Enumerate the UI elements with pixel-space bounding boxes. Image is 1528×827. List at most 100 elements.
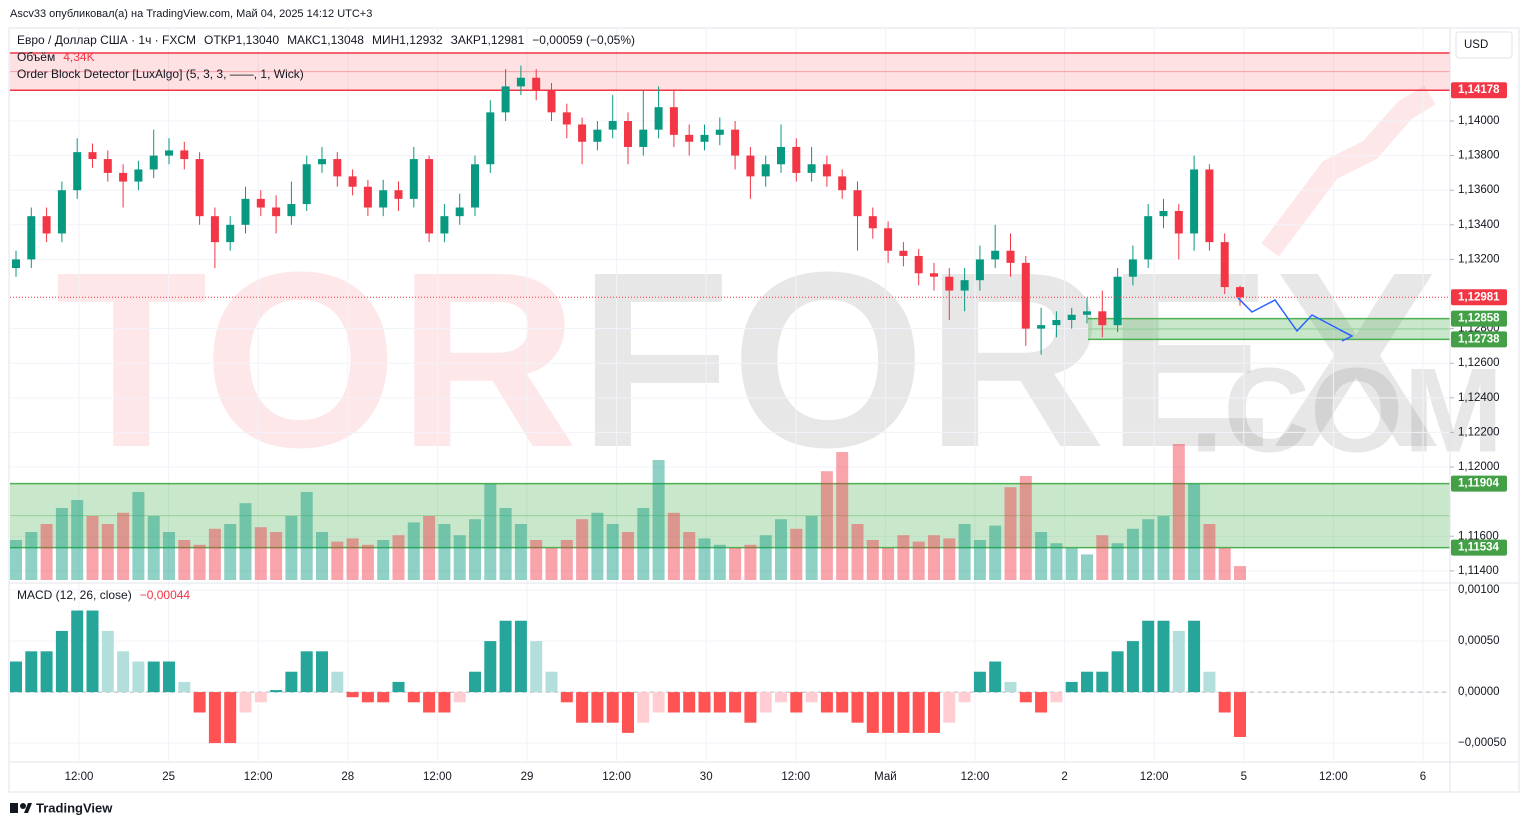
x-tick-label: 25 <box>162 771 175 783</box>
volume-bar <box>300 492 313 580</box>
volume-bar <box>637 508 650 580</box>
candle-body <box>42 216 51 234</box>
volume-bar <box>897 535 910 580</box>
volume-bar <box>943 538 956 580</box>
price-label-box <box>1451 331 1507 348</box>
macd-bar <box>392 681 405 693</box>
currency: USD <box>1464 39 1488 51</box>
volume-bar <box>147 516 160 580</box>
candle-body <box>731 129 740 156</box>
arrow-head <box>1339 329 1354 342</box>
macd-bar <box>438 692 451 713</box>
volume-bar <box>132 492 145 580</box>
macd-bar <box>606 692 619 723</box>
volume-bar <box>484 484 497 580</box>
price-label: 1,12858 <box>1458 313 1500 325</box>
ohlc: ОТКР1,13040 <box>204 33 279 47</box>
candle-body <box>241 198 250 225</box>
macd-bar <box>560 692 573 703</box>
candle-body <box>57 190 66 234</box>
candle-body <box>425 159 434 234</box>
macd-bar <box>514 620 527 693</box>
volume-bar <box>208 528 221 580</box>
candle-body <box>884 228 893 251</box>
volume-bar <box>423 516 436 580</box>
candle-body <box>1190 169 1199 234</box>
macd-bar <box>224 692 237 744</box>
candle-body <box>608 121 617 130</box>
y-tick-label: 1,14000 <box>1458 115 1500 127</box>
candle-body <box>853 190 862 217</box>
candle-body <box>1021 262 1030 329</box>
ohlc: МАКС1,13048 <box>287 33 364 47</box>
candle-body <box>27 216 36 260</box>
price-label-box <box>1451 82 1507 99</box>
x-tick-label: 6 <box>1420 771 1426 783</box>
candle-body <box>945 276 954 291</box>
macd-bar <box>1111 651 1124 693</box>
candle-body <box>1144 216 1153 260</box>
candle-body <box>685 134 694 142</box>
macd-bar <box>958 692 971 703</box>
macd-bar <box>101 630 114 693</box>
logo-part <box>10 803 18 813</box>
candle-body <box>516 77 525 87</box>
candle-body <box>195 159 204 217</box>
candle-body <box>975 259 984 281</box>
price-label-box <box>1451 475 1507 492</box>
volume-bar <box>193 544 206 580</box>
macd-bar <box>423 692 436 713</box>
volume-bar <box>1081 554 1093 580</box>
volume-bar <box>560 540 573 580</box>
volume-bar <box>71 500 84 580</box>
x-tick-label: Май <box>874 771 897 783</box>
y2-tick-label: −0,00050 <box>1458 737 1506 749</box>
price-label: 1,12738 <box>1458 333 1500 345</box>
candle-body <box>914 255 923 274</box>
y-tick-label: 1,12000 <box>1458 461 1500 473</box>
y-tick-label: 1,11600 <box>1458 530 1499 542</box>
macd-bar <box>820 692 833 713</box>
y-tick-label: 1,13800 <box>1458 150 1500 162</box>
volume-bar <box>1019 476 1032 580</box>
macd-bar <box>1172 630 1185 693</box>
logo-part <box>20 803 26 809</box>
price-label-box <box>1451 539 1507 556</box>
candle-body <box>272 207 281 217</box>
candle-body <box>822 164 831 177</box>
candle-body <box>1052 319 1061 326</box>
candle-body <box>868 216 877 229</box>
candle-body <box>654 107 663 130</box>
forecast-arrow <box>1237 297 1351 336</box>
volume-bar <box>101 524 114 580</box>
candle-body <box>440 216 449 234</box>
volume-bar <box>453 535 466 580</box>
volume-bar <box>270 532 283 580</box>
volume-bar <box>239 503 252 580</box>
change: −0,00059 (−0,05%) <box>532 33 635 47</box>
volume-bar <box>576 519 589 580</box>
candle-body <box>1037 325 1046 329</box>
volume-bar <box>713 544 726 580</box>
candle-body <box>1236 287 1244 298</box>
macd-bar <box>254 692 267 703</box>
volume-bar <box>652 460 665 580</box>
currency-box[interactable] <box>1455 31 1513 59</box>
volume-bar <box>545 548 558 580</box>
volume-bar <box>285 516 298 580</box>
x-tick-label: 12:00 <box>1319 771 1348 783</box>
indicator: Order Block Detector [LuxAlgo] (5, 3, 3,… <box>17 67 304 81</box>
candle-body <box>119 172 128 182</box>
candle-body <box>669 107 678 135</box>
macd-bar <box>897 692 910 733</box>
volume-bar <box>882 548 895 580</box>
volume-bar <box>851 524 864 580</box>
macd-bar <box>40 651 53 693</box>
y-tick-label: 1,13200 <box>1458 253 1500 265</box>
macd-bar <box>270 690 283 693</box>
background-layer: TORFOREX .COM <box>55 85 1503 499</box>
watermark-arrow <box>1261 85 1436 257</box>
symbol: Евро / Доллар США · 1ч · FXCM ОТКР1,13040… <box>17 33 635 47</box>
symbol-name: Евро / Доллар США · 1ч · FXCM <box>17 33 196 47</box>
